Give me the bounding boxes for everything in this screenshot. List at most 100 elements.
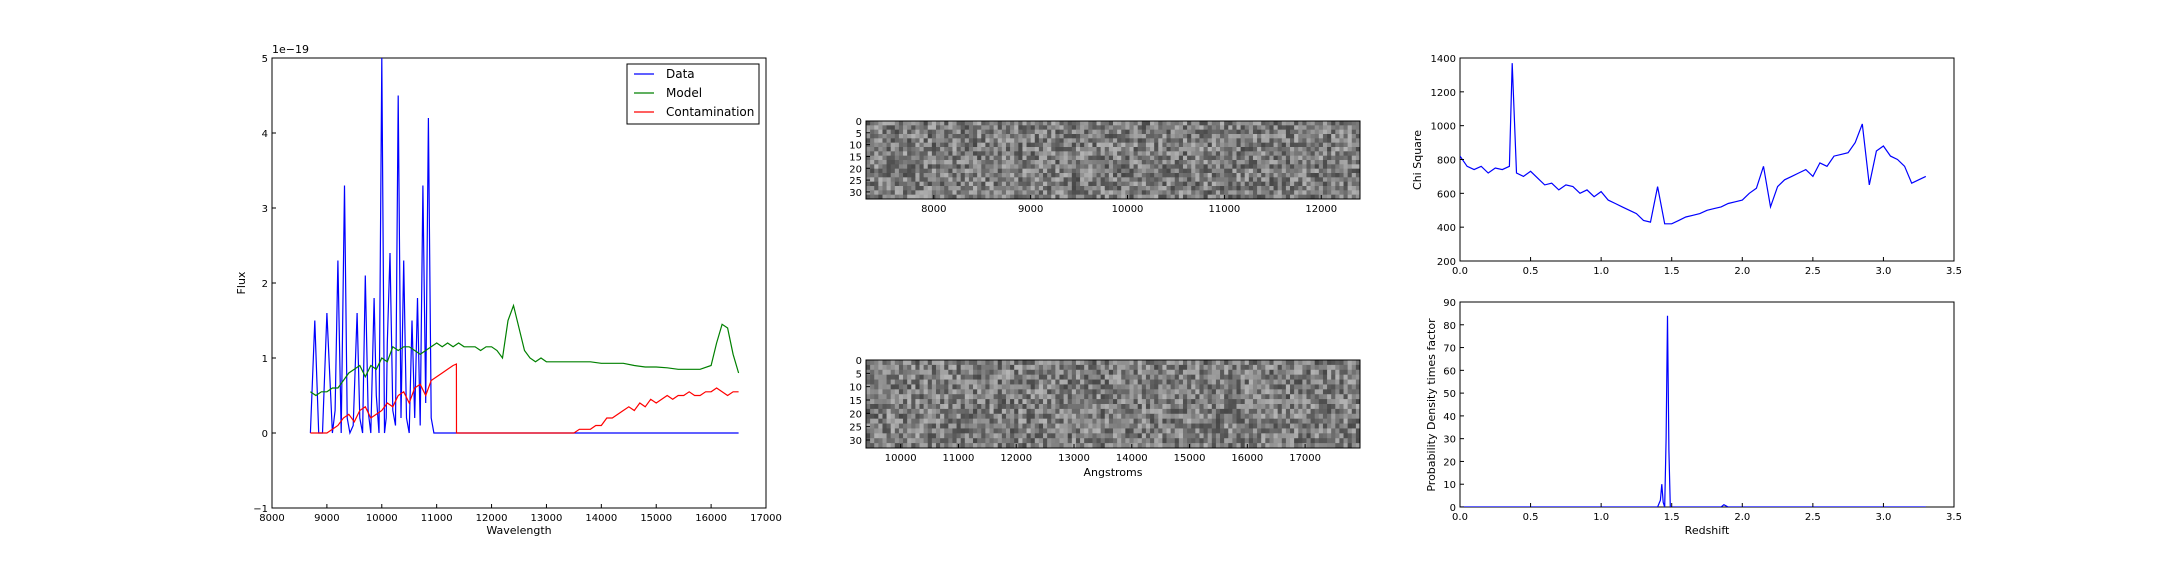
lower-image-pixel [1022,428,1027,434]
lower-image-pixel [993,413,999,419]
upper-image-pixel [1277,168,1283,174]
upper-image-pixel [1084,186,1089,191]
probability-xtick-label: 0.0 [1452,512,1468,523]
lower-image-pixel [1269,413,1274,419]
lower-image-pixel [1335,394,1340,400]
upper-image-pixel [1331,138,1336,143]
lower-image-pixel [1232,433,1237,439]
upper-image-pixel [915,160,920,165]
lower-image-pixel [1228,369,1233,375]
upper-image-pixel [1026,160,1031,165]
lower-image-pixel [956,379,961,385]
upper-image-pixel [981,129,986,135]
upper-image-pixel [935,129,941,135]
upper-image-pixel [1343,147,1348,152]
lower-image-pixel [1137,413,1143,419]
lower-image-pixel [956,413,961,419]
upper-image-pixel [1298,138,1303,143]
lower-image-pixel [1199,433,1204,439]
upper-image-pixel [1187,138,1192,143]
lower-image-pixel [1281,389,1287,395]
lower-image-pixel [1038,423,1044,429]
upper-image-pixel [989,134,994,139]
lower-image-pixel [1075,408,1081,415]
lower-image-pixel [1108,404,1114,410]
lower-image-pixel [1154,438,1159,444]
upper-image-pixel [1277,121,1283,126]
lower-image-pixel [1277,360,1283,366]
lower-image-pixel [952,413,957,419]
upper-image-pixel [898,129,904,135]
upper-image-pixel [874,186,879,191]
upper-image-pixel [874,138,879,143]
upper-image-pixel [1248,160,1254,165]
upper-image-pixel [890,168,896,174]
upper-image-pixel [1285,125,1291,130]
lower-image-pixel [882,418,887,424]
lower-image-pixel [948,408,953,415]
lower-image-pixel [1314,428,1320,434]
lower-image-pixel [1174,423,1180,429]
upper-image-pixel [973,177,978,182]
upper-image-pixel [1211,181,1217,187]
upper-image-pixel [1145,173,1151,178]
lower-image-pixel [1294,408,1299,415]
upper-image-pixel [1310,177,1316,182]
lower-image-pixel [1075,438,1081,444]
lower-image-pixel [1059,438,1064,444]
lower-image-pixel [1244,394,1250,400]
lower-image-pixel [997,438,1003,444]
lower-image-pixel [968,428,974,434]
upper-image-pixel [1071,177,1077,182]
upper-image-pixel [1088,129,1093,135]
upper-image-pixel [874,177,879,182]
lower-image-pixel [1137,399,1143,405]
lower-image-pixel [1310,413,1316,419]
upper-image-pixel [919,151,924,156]
lower-image-pixel [874,423,879,429]
lower-image-pixel [1302,360,1307,366]
lower-image-pixel [1290,394,1295,400]
upper-image-pixel [997,142,1003,148]
upper-image-pixel [882,194,887,200]
upper-image-pixel [911,190,916,195]
upper-image-pixel [1001,151,1007,156]
lower-image-pixel [1203,379,1208,385]
lower-image-pixel [1170,438,1176,444]
upper-image-pixel [1063,151,1069,156]
upper-image-pixel [1166,168,1171,174]
upper-image-pixel [890,147,896,152]
lower-image-pixel [1187,374,1192,380]
lower-image-pixel [1075,374,1081,380]
upper-image-pixel [1067,151,1073,156]
lower-image-pixel [1277,443,1283,449]
upper-image-pixel [1005,181,1011,187]
upper-image-pixel [944,168,949,174]
chi-square-xtick-label: 3.0 [1875,266,1891,277]
lower-image-pixel [1145,379,1151,385]
upper-image-pixel [1121,160,1126,165]
upper-image-pixel [985,160,990,165]
lower-image-pixel [1215,384,1221,390]
upper-image-pixel [1224,177,1229,182]
lower-image-pixel [1170,408,1176,415]
upper-image-pixel [973,173,978,178]
chi-square-xtick-label: 3.5 [1946,266,1962,277]
upper-image-pixel [1154,125,1159,130]
upper-image-pixel [1022,164,1027,169]
lower-image-pixel [1281,433,1287,439]
lower-image-pixel [890,423,896,429]
upper-image-pixel [997,186,1003,191]
lower-image-pixel [935,379,941,385]
upper-image-pixel [1277,138,1283,143]
upper-image-pixel [915,151,920,156]
lower-image-pixel [1154,428,1159,434]
upper-image-pixel [1182,125,1188,130]
lower-image-pixel [1224,369,1229,375]
lower-image-pixel [1154,423,1159,429]
upper-image-pixel [1084,181,1089,187]
lower-image-pixel [907,379,912,385]
upper-image-pixel [915,155,920,161]
upper-image-pixel [960,125,966,130]
chi-square-xtick-label: 2.5 [1805,266,1821,277]
